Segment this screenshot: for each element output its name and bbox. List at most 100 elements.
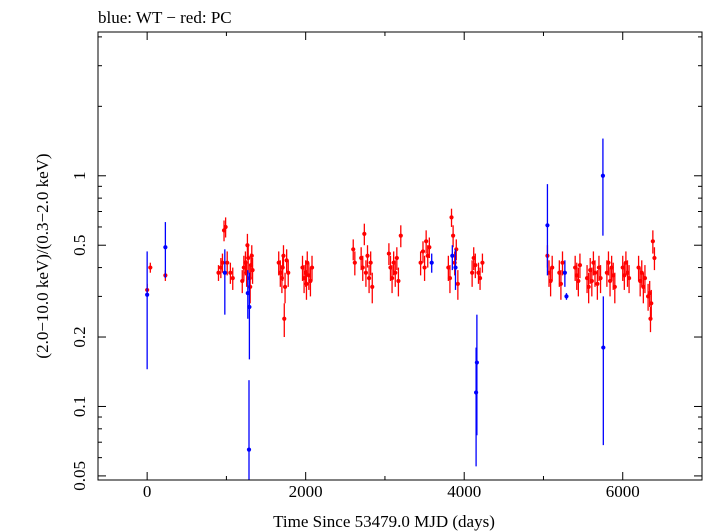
data-point — [365, 253, 370, 258]
data-point — [649, 301, 654, 306]
data-point — [280, 265, 285, 270]
data-point — [576, 278, 581, 284]
tick-layer: 0 2000 4000 6000 0.05 0.1 0.2 0.5 1 — [70, 32, 702, 501]
data-point — [454, 247, 459, 252]
data-point — [246, 255, 251, 261]
x-tick-label: 4000 — [447, 482, 481, 501]
data-point — [452, 260, 457, 265]
data-point — [595, 281, 600, 286]
data-point — [279, 276, 284, 281]
data-point — [394, 255, 399, 261]
data-point — [429, 260, 434, 265]
data-point — [368, 260, 373, 265]
data-point — [474, 360, 479, 365]
data-point — [282, 316, 287, 321]
plot-frame — [97, 31, 703, 481]
series-wt — [145, 138, 606, 480]
data-point — [600, 173, 606, 178]
data-point — [396, 278, 401, 284]
data-point — [642, 276, 648, 281]
data-point — [225, 260, 230, 265]
data-point — [309, 265, 315, 270]
data-point — [245, 243, 250, 248]
x-axis-label: Time Since 53479.0 MJD (days) — [273, 512, 495, 531]
data-point — [652, 255, 657, 261]
data-point — [427, 245, 432, 250]
data-layer — [145, 138, 657, 480]
data-point — [418, 260, 423, 265]
data-point — [249, 253, 254, 258]
data-point — [455, 281, 460, 286]
data-point — [362, 231, 367, 236]
data-point — [222, 270, 227, 275]
data-point — [577, 263, 583, 268]
data-point — [550, 265, 555, 270]
data-point — [304, 281, 309, 286]
series-pc — [145, 208, 657, 338]
data-point — [562, 270, 567, 275]
data-point — [216, 270, 221, 275]
data-point — [246, 447, 252, 452]
data-point — [250, 268, 255, 273]
data-point — [366, 276, 372, 281]
data-point — [626, 276, 632, 281]
data-point — [148, 265, 153, 270]
data-point — [473, 263, 478, 268]
data-point — [230, 276, 235, 281]
data-point — [453, 265, 458, 270]
data-point — [352, 260, 357, 265]
y-axis-label: (2.0−10.0 keV)/(0.3−2.0 keV) — [33, 153, 52, 358]
data-point — [473, 390, 479, 395]
data-point — [601, 345, 606, 350]
data-point — [477, 276, 483, 281]
data-point — [386, 251, 392, 256]
data-point — [606, 260, 611, 265]
data-point — [422, 265, 427, 270]
data-point — [223, 224, 228, 230]
data-point — [545, 223, 550, 228]
x-tick-label: 2000 — [289, 482, 323, 501]
x-tick-label: 6000 — [606, 482, 640, 501]
data-point — [247, 304, 252, 310]
data-point — [420, 249, 426, 254]
data-point — [424, 239, 429, 244]
y-tick-label: 1 — [70, 172, 89, 181]
data-point — [220, 260, 225, 265]
y-tick-label: 0.05 — [70, 461, 89, 491]
chart-title: blue: WT − red: PC — [98, 8, 232, 27]
data-point — [351, 247, 356, 252]
data-point — [598, 276, 603, 281]
data-point — [650, 239, 655, 244]
data-point — [558, 281, 564, 286]
x-tick-label: 0 — [143, 482, 152, 501]
data-point — [612, 284, 617, 289]
data-point — [560, 260, 565, 265]
data-point — [145, 292, 150, 297]
data-point — [450, 253, 455, 258]
data-point — [470, 270, 475, 275]
data-point — [592, 270, 598, 275]
y-tick-label: 0.5 — [70, 235, 89, 256]
data-point — [228, 270, 233, 275]
data-point — [586, 284, 591, 289]
data-point — [449, 215, 454, 220]
data-point — [480, 260, 485, 265]
data-point — [248, 284, 253, 289]
data-point — [648, 316, 653, 321]
data-point — [564, 294, 569, 299]
data-point — [286, 270, 291, 275]
data-point — [447, 276, 453, 281]
data-point — [589, 278, 594, 284]
data-point — [281, 253, 286, 258]
data-point — [360, 265, 365, 270]
data-point — [451, 233, 456, 238]
data-point — [393, 270, 398, 275]
data-point — [398, 233, 403, 238]
data-point — [363, 270, 369, 275]
y-tick-label: 0.2 — [70, 326, 89, 347]
data-point — [163, 245, 168, 250]
data-point — [282, 284, 288, 289]
y-tick-label: 0.1 — [70, 396, 89, 417]
data-point — [370, 284, 375, 289]
